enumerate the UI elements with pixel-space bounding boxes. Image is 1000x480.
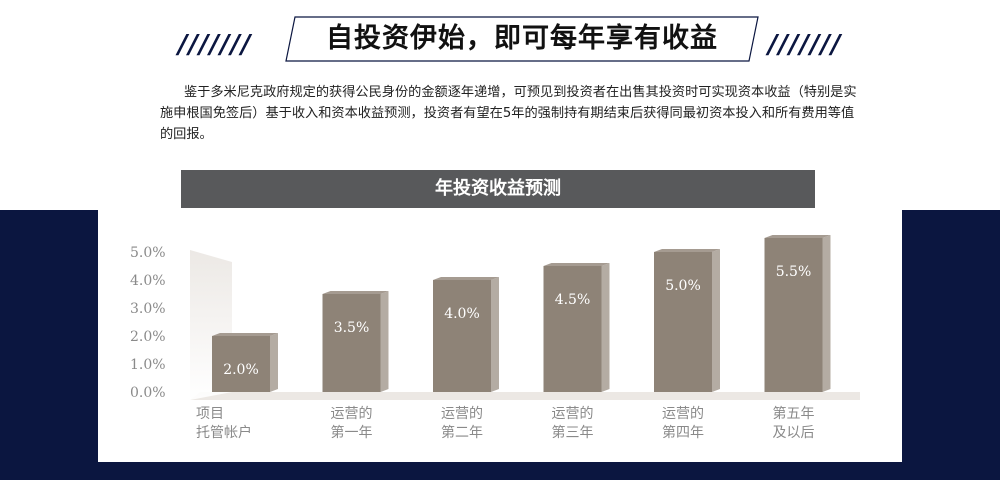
title-box: 自投资伊始，即可每年享有收益 (285, 16, 759, 62)
bar-value-label: 4.0% (444, 306, 480, 322)
bar-top-face (543, 263, 610, 266)
intro-paragraph: 鉴于多米尼克政府规定的获得公民身份的金额逐年递增，可预见到投资者在出售其投资时可… (160, 85, 857, 142)
bar (543, 266, 602, 392)
bar-value-label: 5.5% (776, 264, 812, 280)
bar-side-face (491, 277, 499, 392)
bar-top-face (212, 333, 278, 336)
bar-top-face (654, 249, 720, 252)
y-tick-label: 4.0% (130, 273, 166, 289)
decorative-slashes-left: /////// (178, 30, 252, 60)
decorative-slashes-right: /////// (768, 30, 842, 60)
x-category-label: 运营的 (662, 406, 704, 422)
x-category-label: 第二年 (441, 424, 483, 441)
page-title: 自投资伊始，即可每年享有收益 (326, 23, 718, 54)
y-tick-label: 1.0% (130, 357, 166, 373)
x-category-label: 第五年 (773, 405, 815, 422)
bar-top-face (433, 277, 499, 280)
x-category-label: 及以后 (773, 425, 815, 441)
bar (322, 294, 381, 392)
chart-title-banner (181, 170, 815, 208)
chart-floor (190, 392, 860, 400)
y-tick-label: 3.0% (130, 301, 166, 317)
header: /////// 自投资伊始，即可每年享有收益 /////// (0, 14, 1000, 62)
x-category-label: 项目 (196, 406, 224, 422)
x-category-label: 托管帐户 (196, 424, 252, 441)
bar (212, 336, 270, 392)
y-tick-label: 5.0% (130, 245, 166, 261)
bar-side-face (380, 291, 389, 392)
x-category-label: 第一年 (331, 424, 373, 441)
bar-side-face (712, 249, 720, 392)
x-category-label: 运营的 (441, 406, 483, 422)
bar-side-face (822, 235, 831, 392)
y-tick-label: 2.0% (130, 329, 166, 345)
bar (654, 252, 712, 392)
bar-value-label: 5.0% (665, 278, 701, 294)
bar-value-label: 3.5% (334, 320, 370, 336)
chart-title: 年投资收益预测 (435, 178, 561, 199)
x-category-label: 第三年 (552, 424, 594, 441)
bar (764, 238, 823, 392)
bar (433, 280, 491, 392)
bar-value-label: 4.5% (555, 292, 591, 308)
bar-top-face (322, 291, 389, 294)
bar-side-face (601, 263, 610, 392)
x-category-label: 运营的 (552, 406, 594, 422)
bar-top-face (764, 235, 831, 238)
bar-value-label: 2.0% (223, 362, 259, 378)
y-tick-label: 0.0% (130, 385, 166, 401)
x-category-label: 第四年 (662, 424, 704, 441)
bar-side-face (270, 333, 278, 392)
x-category-label: 运营的 (331, 406, 373, 422)
title-frame (285, 16, 759, 62)
